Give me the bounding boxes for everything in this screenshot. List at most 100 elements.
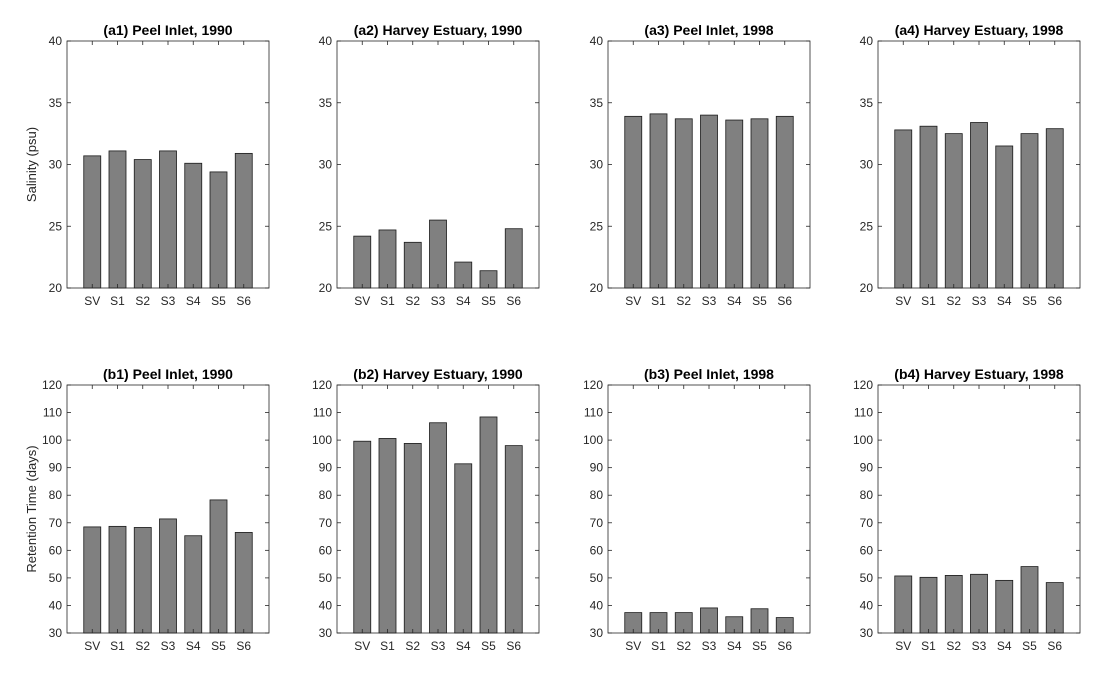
x-tick-label: S6 (236, 639, 251, 653)
y-tick-label: 20 (49, 281, 63, 295)
x-tick-label: S1 (921, 294, 936, 308)
bar-s6 (234, 532, 253, 634)
x-tick-label: SV (84, 294, 100, 308)
x-tick-label: S3 (161, 294, 176, 308)
bar-s1 (108, 525, 127, 634)
bar-s4 (184, 162, 203, 289)
bar-s6 (504, 228, 523, 289)
chart-title: (b2) Harvey Estuary, 1990 (353, 366, 523, 382)
y-tick-label: 110 (313, 406, 332, 420)
x-tick-label: S3 (702, 639, 717, 653)
x-tick-label: S1 (380, 294, 395, 308)
x-tick-label: S5 (211, 639, 226, 653)
y-tick-label: 30 (590, 626, 604, 640)
y-tick-label: 70 (319, 516, 333, 530)
bar-s4 (995, 145, 1014, 289)
y-tick-label: 35 (49, 96, 63, 110)
bar-s1 (649, 113, 668, 289)
x-tick-label: S5 (1022, 294, 1037, 308)
bar-s2 (403, 443, 422, 634)
bar-s5 (479, 416, 498, 634)
bar-s5 (1020, 133, 1039, 289)
y-tick-label: 20 (590, 281, 604, 295)
x-tick-label: S3 (972, 639, 987, 653)
y-tick-label: 30 (49, 158, 63, 172)
bar-s3 (159, 518, 177, 634)
y-tick-label: 40 (49, 598, 63, 612)
y-tick-label: 70 (590, 516, 604, 530)
x-tick-label: S6 (506, 294, 521, 308)
x-tick-label: S5 (752, 639, 767, 653)
x-tick-label: S4 (727, 294, 742, 308)
bar-s6 (504, 445, 523, 634)
y-tick-label: 110 (43, 406, 62, 420)
x-tick-label: SV (354, 639, 370, 653)
bar-s5 (750, 118, 769, 289)
x-tick-label: S2 (135, 639, 150, 653)
y-tick-label: 35 (319, 96, 333, 110)
y-tick-label: 110 (854, 406, 873, 420)
y-tick-label: 120 (42, 378, 62, 392)
x-tick-label: S4 (997, 639, 1012, 653)
bar-sv (894, 575, 913, 634)
x-tick-label: SV (895, 639, 911, 653)
y-axis-label: Retention Time (days) (24, 445, 39, 572)
x-tick-label: S6 (777, 294, 792, 308)
x-tick-label: S3 (431, 639, 446, 653)
bar-s6 (1045, 582, 1064, 634)
y-tick-label: 100 (42, 433, 62, 447)
x-tick-label: S4 (186, 294, 201, 308)
bar-s3 (970, 122, 988, 289)
y-tick-label: 70 (860, 516, 874, 530)
y-tick-label: 60 (590, 543, 604, 557)
chart-title: (a1) Peel Inlet, 1990 (103, 22, 232, 38)
chart-panel-7: (b3) Peel Inlet, 1998 30 40 50 60 70 80 90 100 11… (583, 366, 811, 653)
y-tick-label: 80 (319, 488, 333, 502)
y-tick-label: 40 (860, 34, 874, 48)
y-tick-label: 40 (590, 34, 604, 48)
bar-s6 (234, 152, 253, 289)
y-tick-label: 25 (319, 219, 333, 233)
bar-s3 (970, 573, 988, 634)
y-tick-label: 40 (49, 34, 63, 48)
chart-title: (a2) Harvey Estuary, 1990 (354, 22, 523, 38)
bar-s1 (378, 438, 397, 634)
y-tick-label: 60 (860, 543, 874, 557)
bar-s6 (775, 115, 794, 289)
y-tick-label: 80 (860, 488, 874, 502)
y-tick-label: 70 (49, 516, 63, 530)
y-tick-label: 100 (853, 433, 873, 447)
x-tick-label: SV (84, 639, 100, 653)
bar-sv (894, 129, 913, 289)
chart-panel-2: (a2) Harvey Estuary, 1990 20 25 30 35 40 SV S1 S… (319, 22, 540, 308)
x-tick-label: S1 (651, 639, 666, 653)
x-tick-label: S6 (236, 294, 251, 308)
x-tick-label: S3 (161, 639, 176, 653)
y-tick-label: 25 (860, 219, 874, 233)
bar-s1 (919, 576, 938, 634)
x-tick-label: S2 (946, 639, 961, 653)
x-tick-label: S5 (481, 294, 496, 308)
bar-s6 (1045, 128, 1064, 289)
bar-sv (353, 235, 372, 289)
bar-s2 (133, 159, 152, 289)
x-tick-label: S3 (972, 294, 987, 308)
y-tick-label: 80 (49, 488, 63, 502)
y-tick-label: 20 (319, 281, 333, 295)
y-tick-label: 20 (860, 281, 874, 295)
x-tick-label: SV (625, 294, 641, 308)
bar-s5 (209, 171, 228, 289)
x-tick-label: S3 (702, 294, 717, 308)
chart-title: (a3) Peel Inlet, 1998 (644, 22, 773, 38)
x-tick-label: S2 (676, 294, 691, 308)
y-tick-label: 30 (860, 158, 874, 172)
y-tick-label: 90 (49, 461, 63, 475)
y-tick-label: 50 (590, 571, 604, 585)
chart-panel-6: (b2) Harvey Estuary, 1990 30 40 50 60 70 80 90 1… (312, 366, 540, 653)
x-tick-label: S6 (506, 639, 521, 653)
y-tick-label: 35 (590, 96, 604, 110)
x-tick-label: S1 (921, 639, 936, 653)
bar-s3 (159, 150, 177, 289)
bar-s1 (378, 229, 397, 289)
